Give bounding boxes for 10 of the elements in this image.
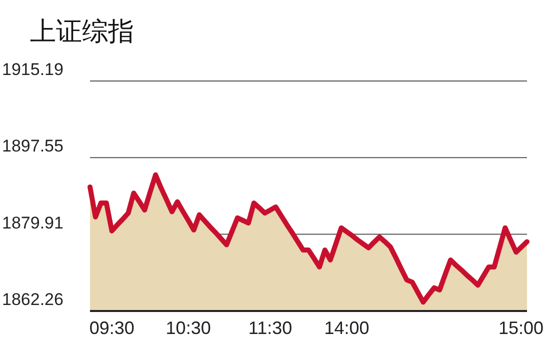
x-tick-label: 15:00: [498, 318, 544, 338]
x-tick-label: 14:00: [324, 318, 370, 338]
y-tick-label: 1862.26: [2, 290, 64, 309]
y-tick-label: 1897.55: [2, 136, 64, 156]
y-tick-label: 1915.19: [2, 60, 64, 79]
y-tick-label: 1879.91: [2, 213, 64, 232]
chart-title: 上证综指: [30, 16, 134, 46]
x-tick-label: 10:30: [166, 318, 211, 338]
x-tick-label: 09:30: [89, 318, 134, 338]
x-tick-label: 11:30: [248, 318, 292, 338]
